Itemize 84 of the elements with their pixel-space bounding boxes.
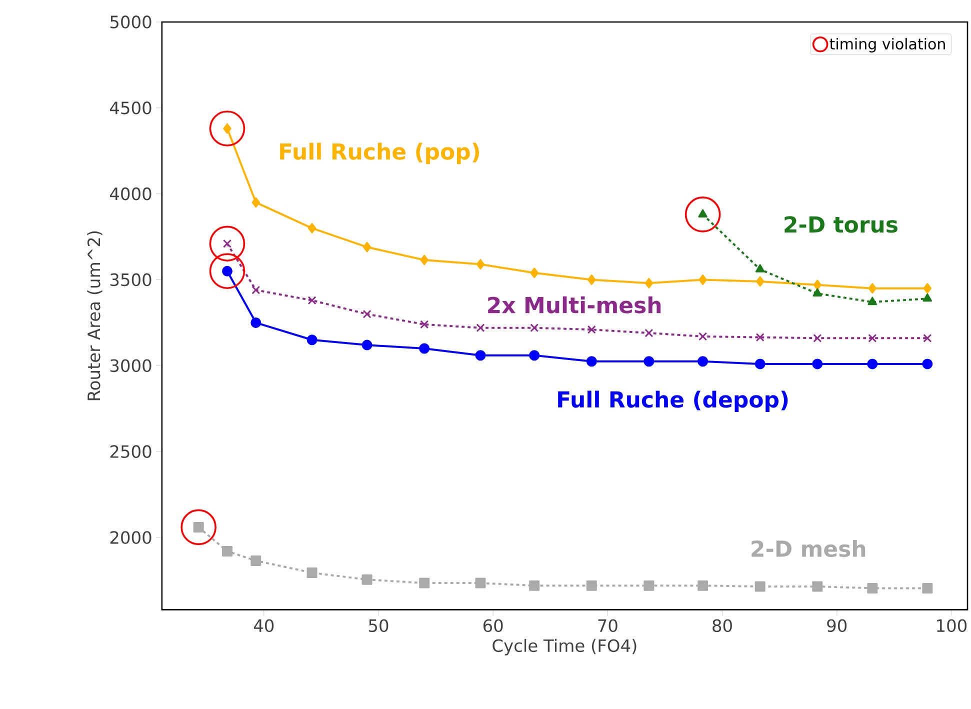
point bbox=[250, 556, 262, 566]
point bbox=[250, 318, 262, 328]
point bbox=[529, 350, 540, 361]
point bbox=[813, 334, 822, 343]
series-label: Full Ruche (pop) bbox=[280, 142, 480, 164]
point bbox=[644, 328, 654, 338]
point bbox=[756, 333, 764, 342]
y-tick-label: 5000 bbox=[110, 16, 152, 29]
point bbox=[868, 334, 877, 343]
point bbox=[644, 278, 654, 289]
point bbox=[644, 356, 654, 367]
point bbox=[922, 583, 933, 594]
point bbox=[476, 259, 485, 270]
series-label: 2x Multi-mesh bbox=[488, 296, 661, 314]
point bbox=[698, 356, 708, 367]
point bbox=[923, 334, 932, 343]
x-axis-title: Cycle Time (FO4) bbox=[492, 639, 636, 656]
point bbox=[812, 581, 823, 592]
x-tick-label: 40 bbox=[254, 619, 274, 632]
point bbox=[813, 280, 822, 290]
point bbox=[684, 196, 721, 233]
x-tick-label: 90 bbox=[827, 619, 847, 632]
point bbox=[209, 110, 246, 147]
point bbox=[362, 574, 372, 586]
point bbox=[530, 324, 539, 332]
point bbox=[476, 324, 485, 332]
y-tick-label: 3000 bbox=[110, 359, 152, 372]
point bbox=[209, 226, 246, 262]
point bbox=[754, 581, 766, 592]
point bbox=[362, 242, 372, 253]
point bbox=[586, 580, 597, 592]
point bbox=[868, 297, 878, 306]
point bbox=[867, 583, 878, 594]
point bbox=[420, 320, 429, 329]
point bbox=[306, 334, 318, 346]
point bbox=[754, 358, 766, 370]
point bbox=[419, 578, 430, 588]
point bbox=[308, 223, 316, 234]
point bbox=[252, 197, 260, 208]
y-tick-label: 4000 bbox=[110, 188, 152, 200]
point bbox=[698, 274, 707, 286]
x-tick-label: 60 bbox=[483, 619, 503, 632]
point bbox=[755, 264, 765, 273]
point bbox=[209, 253, 246, 290]
point bbox=[756, 276, 764, 287]
point bbox=[419, 343, 430, 354]
point bbox=[252, 286, 260, 295]
point bbox=[698, 580, 708, 592]
point bbox=[362, 310, 372, 319]
point bbox=[922, 358, 933, 370]
point bbox=[812, 288, 822, 297]
series-label: 2-D torus bbox=[784, 216, 898, 233]
point bbox=[529, 580, 540, 592]
point bbox=[362, 340, 372, 350]
point bbox=[644, 580, 654, 592]
point bbox=[812, 358, 823, 370]
legend-label: timing violation bbox=[830, 38, 945, 53]
point bbox=[306, 568, 318, 578]
series-label: Full Ruche (depop) bbox=[558, 390, 788, 412]
point bbox=[923, 283, 932, 294]
y-tick-label: 4500 bbox=[110, 102, 152, 115]
x-tick-label: 80 bbox=[712, 619, 732, 632]
y-axis-title: Router Area (um^2) bbox=[87, 232, 102, 400]
point bbox=[587, 325, 596, 334]
point bbox=[586, 356, 597, 367]
series-label: 2-D mesh bbox=[752, 540, 866, 558]
point bbox=[420, 254, 428, 266]
point bbox=[308, 296, 316, 305]
x-tick-label: 50 bbox=[369, 619, 388, 632]
point bbox=[588, 274, 596, 286]
point bbox=[475, 350, 486, 361]
point bbox=[698, 332, 708, 341]
point bbox=[530, 268, 538, 278]
y-tick-label: 2500 bbox=[110, 445, 152, 458]
point bbox=[180, 509, 216, 546]
x-tick-label: 70 bbox=[598, 619, 618, 632]
point bbox=[868, 283, 877, 294]
x-tick-label: 100 bbox=[937, 619, 967, 632]
point bbox=[922, 294, 932, 302]
y-tick-label: 3500 bbox=[110, 273, 152, 286]
point bbox=[222, 546, 232, 557]
point bbox=[867, 358, 878, 370]
point bbox=[475, 578, 486, 588]
y-tick-label: 2000 bbox=[110, 531, 152, 544]
